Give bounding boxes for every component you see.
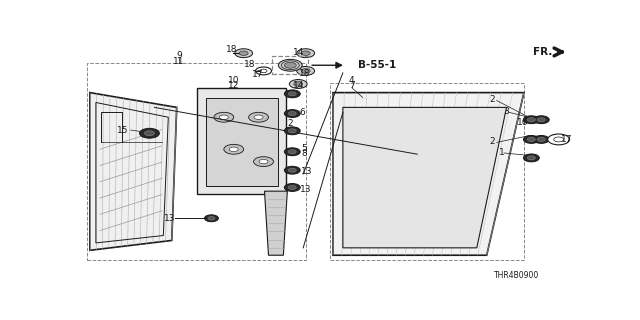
Circle shape	[239, 51, 248, 55]
Circle shape	[278, 59, 302, 71]
Circle shape	[288, 186, 296, 189]
Circle shape	[538, 118, 545, 122]
Circle shape	[527, 138, 535, 141]
Circle shape	[288, 112, 296, 116]
Circle shape	[538, 138, 545, 141]
Text: 4: 4	[349, 76, 355, 85]
Circle shape	[524, 116, 540, 124]
Circle shape	[297, 67, 315, 75]
Text: 2: 2	[287, 119, 293, 128]
Circle shape	[288, 129, 296, 133]
Circle shape	[294, 82, 303, 86]
Text: 9: 9	[177, 51, 182, 60]
Text: THR4B0900: THR4B0900	[494, 271, 539, 280]
Text: 1: 1	[499, 148, 504, 157]
Text: 5: 5	[301, 144, 307, 153]
Circle shape	[524, 154, 540, 162]
Polygon shape	[343, 108, 507, 248]
Circle shape	[288, 168, 296, 172]
Circle shape	[527, 118, 535, 122]
Circle shape	[527, 156, 535, 160]
Circle shape	[284, 166, 300, 174]
Circle shape	[524, 135, 540, 143]
Text: 16: 16	[517, 118, 529, 127]
Circle shape	[297, 49, 315, 58]
Circle shape	[554, 137, 564, 142]
Text: 3: 3	[504, 107, 509, 116]
Text: 11: 11	[173, 57, 185, 66]
Text: 7: 7	[349, 81, 355, 90]
Text: 14: 14	[292, 48, 304, 57]
Circle shape	[533, 135, 549, 143]
Circle shape	[284, 184, 300, 191]
Circle shape	[288, 92, 296, 96]
Circle shape	[301, 69, 310, 73]
Polygon shape	[207, 98, 278, 186]
Circle shape	[289, 80, 307, 88]
Circle shape	[145, 131, 154, 136]
Circle shape	[254, 115, 263, 119]
Polygon shape	[196, 88, 286, 194]
Circle shape	[259, 159, 268, 164]
Circle shape	[288, 150, 296, 154]
Text: 10: 10	[228, 76, 239, 85]
Text: 17: 17	[252, 70, 264, 79]
Circle shape	[255, 67, 271, 75]
Text: FR.: FR.	[533, 47, 552, 57]
Text: 13: 13	[301, 167, 313, 176]
Circle shape	[214, 112, 234, 122]
Circle shape	[284, 110, 300, 117]
Circle shape	[140, 128, 159, 138]
Circle shape	[253, 157, 273, 166]
Text: 18: 18	[244, 60, 255, 69]
Circle shape	[220, 115, 228, 119]
Text: 15: 15	[117, 125, 129, 135]
Text: 8: 8	[301, 149, 307, 158]
Text: 18: 18	[225, 45, 237, 54]
Circle shape	[260, 69, 267, 73]
Circle shape	[208, 217, 215, 220]
Polygon shape	[90, 92, 177, 250]
Text: 2: 2	[489, 95, 495, 104]
Circle shape	[284, 90, 300, 98]
Circle shape	[235, 49, 253, 58]
Circle shape	[301, 51, 310, 55]
Text: 17: 17	[561, 135, 573, 144]
Text: 6: 6	[300, 108, 305, 117]
Text: 13: 13	[164, 214, 175, 223]
Polygon shape	[264, 191, 287, 255]
Circle shape	[284, 127, 300, 135]
Text: 13: 13	[300, 185, 311, 194]
Text: 18: 18	[300, 69, 311, 78]
Circle shape	[284, 148, 300, 156]
Polygon shape	[333, 92, 524, 255]
Circle shape	[548, 134, 570, 145]
Text: B-55-1: B-55-1	[358, 60, 396, 70]
Text: 2: 2	[489, 137, 495, 146]
Text: 14: 14	[292, 81, 304, 90]
Bar	[273, 56, 308, 74]
Circle shape	[205, 215, 218, 222]
Circle shape	[249, 112, 269, 122]
Circle shape	[224, 144, 244, 154]
Circle shape	[284, 62, 296, 68]
Text: 12: 12	[228, 81, 239, 90]
Circle shape	[533, 116, 549, 124]
Circle shape	[229, 147, 238, 151]
